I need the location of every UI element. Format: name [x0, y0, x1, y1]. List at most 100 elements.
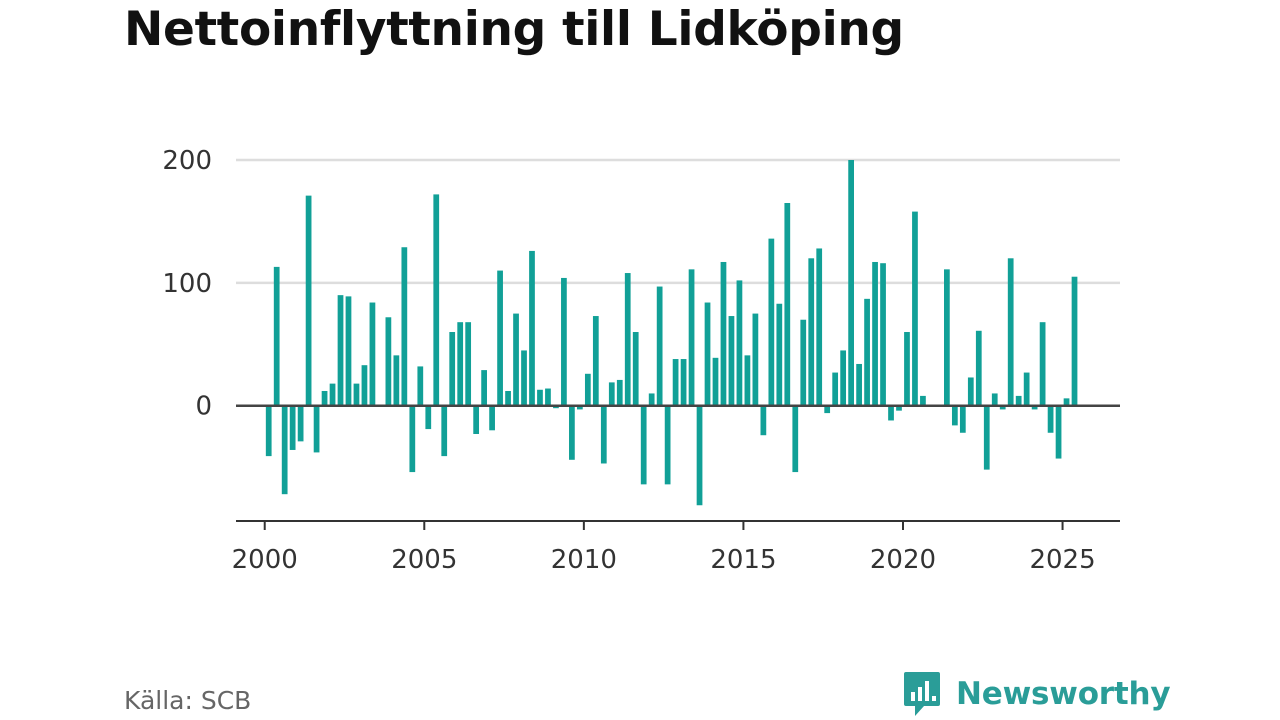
bar: [816, 248, 823, 406]
bar: [664, 405, 671, 485]
bar: [465, 322, 472, 406]
x-tick-labels: 2000 2005 2010 2015 2020 2025: [232, 545, 1096, 575]
bar: [808, 258, 815, 406]
bar: [600, 405, 607, 464]
bar: [688, 269, 695, 406]
bar: [569, 405, 575, 460]
bar: [680, 359, 687, 406]
bar: [896, 405, 902, 411]
bar: [497, 270, 503, 406]
bar: [513, 313, 519, 406]
y-tick-labels: 0 100 200: [162, 146, 212, 422]
bar: [704, 302, 711, 406]
bar: [672, 359, 679, 406]
source-note: Källa: SCB: [124, 686, 252, 715]
bar: [784, 203, 791, 406]
bar: [321, 390, 328, 406]
brand-logo[interactable]: Newsworthy: [902, 670, 1171, 718]
bar: [744, 355, 751, 406]
bar: [457, 322, 464, 406]
bar: [904, 332, 910, 406]
bar: [648, 393, 655, 406]
bar: [545, 388, 551, 406]
y-tick-label: 0: [195, 392, 212, 422]
x-axis: [236, 520, 1120, 530]
bar: [848, 160, 854, 406]
bar: [1023, 372, 1030, 406]
bar: [912, 211, 918, 406]
x-tick-label: 2020: [870, 545, 936, 575]
bar: [369, 302, 376, 406]
bar: [409, 405, 416, 473]
bar: [473, 405, 480, 434]
gridlines: [236, 158, 1120, 285]
newsworthy-logo-icon: [904, 672, 940, 716]
x-tick-label: 2005: [391, 545, 457, 575]
bar: [967, 377, 974, 406]
bar: [959, 405, 966, 433]
bar: [840, 350, 847, 406]
bar: [592, 316, 599, 406]
bar: [265, 405, 272, 457]
bar: [417, 366, 424, 406]
y-tick-label: 100: [162, 269, 212, 299]
bar: [576, 405, 583, 410]
bar: [345, 296, 352, 406]
bar: [616, 379, 623, 406]
bar: [728, 316, 735, 406]
x-tick-label: 2000: [232, 545, 298, 575]
bar: [776, 303, 783, 406]
bar: [1047, 405, 1054, 433]
bar: [385, 317, 392, 406]
y-tick-label: 200: [162, 146, 212, 176]
bar: [489, 405, 495, 431]
bar: [1031, 405, 1038, 410]
bar: [441, 405, 448, 457]
bar: [361, 365, 368, 406]
bar: [792, 405, 799, 473]
bar: [999, 405, 1006, 410]
bar: [920, 395, 926, 406]
bar: [1039, 322, 1046, 406]
bar: [1007, 258, 1014, 406]
bar: [824, 405, 831, 414]
bar: [991, 393, 998, 406]
bar: [337, 295, 344, 406]
bar: [289, 405, 296, 450]
bar: [696, 405, 703, 506]
bar: [529, 250, 535, 406]
bar: [752, 313, 759, 406]
bar: [856, 363, 862, 406]
bar: [521, 350, 527, 406]
bar: [329, 383, 336, 406]
bar: [537, 389, 543, 406]
x-tick-label: 2015: [710, 545, 776, 575]
bar: [712, 357, 719, 406]
bar: [393, 355, 400, 406]
bar: [720, 261, 727, 406]
bar: [864, 298, 870, 406]
x-tick-label: 2010: [551, 545, 617, 575]
bar: [975, 330, 982, 406]
bar-chart: 0 100 200 2000 2005 2010 2015 2020 2025: [162, 146, 1120, 575]
bar: [1063, 398, 1070, 406]
bar: [505, 390, 511, 406]
bar: [425, 405, 432, 430]
bar: [832, 372, 839, 406]
bar: [1055, 405, 1062, 459]
bar: [353, 383, 360, 406]
bar: [433, 194, 440, 406]
bar: [561, 277, 567, 406]
bar: [951, 405, 958, 426]
bar: [736, 280, 743, 406]
bar: [281, 405, 288, 495]
bar: [313, 405, 320, 453]
bar: [1015, 395, 1022, 406]
bar: [584, 373, 591, 406]
bar: [297, 405, 304, 442]
bars: [265, 160, 1078, 506]
bar: [1071, 276, 1078, 406]
bar: [273, 266, 280, 406]
bar: [401, 247, 408, 406]
bar: [608, 382, 615, 406]
